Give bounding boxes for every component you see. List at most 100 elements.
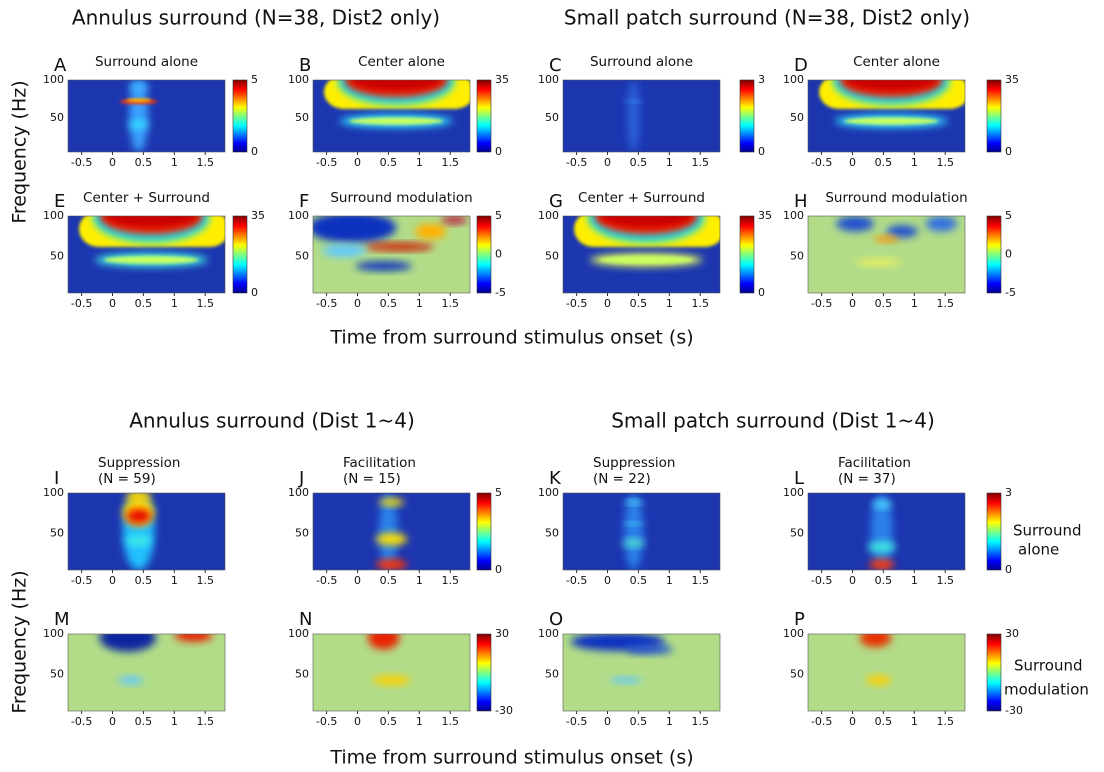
x-tick-label: 0.5	[135, 156, 153, 169]
colorbar-tick-label: 0	[1005, 248, 1012, 261]
panel-letter: O	[549, 609, 563, 630]
x-tick-label: 0	[604, 715, 611, 728]
x-tick-label: 0.5	[380, 297, 398, 310]
x-tick-label: 1.5	[441, 574, 459, 587]
x-tick-label: 0	[604, 156, 611, 169]
y-axis-label: Frequency (Hz)	[9, 570, 31, 713]
heatmap	[808, 493, 965, 570]
x-tick-label: 0	[354, 574, 361, 587]
y-tick-label: 100	[288, 627, 309, 640]
x-tick-label: 0	[109, 574, 116, 587]
x-tick-label: 1.5	[441, 297, 459, 310]
panel-letter: M	[54, 609, 70, 630]
x-tick-label: -0.5	[316, 715, 337, 728]
panel-letter: A	[54, 55, 67, 76]
colorbar-tick-label: 3	[758, 73, 765, 86]
x-tick-label: -0.5	[811, 715, 832, 728]
x-tick-label: -0.5	[71, 715, 92, 728]
heatmap-bg	[808, 634, 965, 711]
colorbar-tick-label: 0	[251, 145, 258, 158]
x-tick-label: 0.5	[380, 574, 398, 587]
panel-title: Surround alone	[95, 54, 198, 70]
heatmap-region	[129, 80, 149, 152]
x-tick-label: 0.5	[135, 297, 153, 310]
panel-letter: E	[54, 191, 65, 212]
heatmap-region	[129, 81, 149, 93]
y-tick-label: 100	[43, 486, 64, 499]
y-tick-label: 100	[783, 209, 804, 222]
y-tick-label: 50	[790, 527, 804, 540]
panel-title: Facilitation	[838, 455, 911, 471]
plot-frame	[562, 79, 721, 153]
plot-frame	[312, 633, 471, 712]
x-tick-label: 1	[171, 156, 178, 169]
x-tick-label: 0.5	[875, 297, 893, 310]
heatmap-region	[859, 634, 892, 648]
panel: K Suppression(N = 22) -0.5 0 0.5 1 1.5 100 50	[538, 455, 721, 587]
y-tick-label: 50	[295, 668, 309, 681]
y-tick-label: 100	[538, 73, 559, 86]
section-title: Small patch surround (Dist 1~4)	[611, 409, 935, 433]
heatmap-region	[441, 216, 467, 224]
heatmap-region	[873, 236, 900, 243]
x-tick-label: -0.5	[566, 715, 587, 728]
panel-letter: F	[299, 191, 309, 212]
x-tick-label: 1	[911, 715, 918, 728]
x-tick-label: 1.5	[691, 156, 709, 169]
plot-frame	[807, 492, 966, 571]
heatmap-region	[867, 541, 896, 553]
x-tick-label: 0	[604, 297, 611, 310]
colorbar-tick-label: 0	[1005, 563, 1012, 576]
panel-letter: P	[794, 609, 805, 630]
colorbar-tick-label: -30	[495, 704, 513, 717]
heatmap-region	[844, 80, 939, 92]
heatmap	[313, 493, 470, 570]
plot-frame	[312, 215, 471, 294]
x-tick-label: 1.5	[691, 297, 709, 310]
y-tick-label: 50	[790, 668, 804, 681]
x-tick-label: -0.5	[566, 297, 587, 310]
x-tick-label: 0.5	[630, 715, 648, 728]
heatmap	[563, 80, 720, 152]
heatmap-region	[355, 261, 412, 271]
panel-letter: G	[549, 191, 563, 212]
panel-title: (N = 15)	[343, 471, 401, 487]
x-tick-label: 1.5	[936, 574, 954, 587]
x-tick-label: -0.5	[566, 156, 587, 169]
x-tick-label: 1	[666, 297, 673, 310]
heatmap-region	[174, 634, 213, 642]
x-tick-label: 1.5	[196, 156, 214, 169]
x-tick-label: 1	[416, 574, 423, 587]
plot-frame	[312, 492, 471, 571]
colorbar	[739, 215, 755, 294]
colorbar-label: Surround	[1013, 522, 1081, 540]
y-tick-label: 50	[50, 250, 64, 263]
x-tick-label: -0.5	[71, 156, 92, 169]
heatmap-region	[367, 634, 400, 650]
heatmap-region	[372, 675, 411, 685]
panel-title: Surround modulation	[825, 190, 967, 206]
y-tick-label: 100	[288, 486, 309, 499]
heatmap-region	[118, 676, 144, 685]
y-tick-label: 100	[783, 627, 804, 640]
y-axis-label: Frequency (Hz)	[9, 80, 31, 223]
heatmap-bg	[563, 80, 720, 152]
x-tick-label: 0	[849, 715, 856, 728]
heatmap	[68, 634, 225, 711]
heatmap-region	[99, 634, 156, 652]
x-tick-label: 1.5	[936, 156, 954, 169]
plot-frame	[562, 492, 721, 571]
colorbar-tick-label: 0	[1005, 145, 1012, 158]
x-tick-label: -0.5	[566, 574, 587, 587]
y-tick-label: 100	[783, 73, 804, 86]
heatmap-region	[378, 498, 405, 507]
section-title: Annulus surround (N=38, Dist2 only)	[72, 6, 440, 30]
x-tick-label: 0	[849, 574, 856, 587]
colorbar	[476, 492, 492, 571]
y-tick-label: 100	[783, 486, 804, 499]
x-tick-label: 0.5	[875, 574, 893, 587]
colorbar-tick-label: 30	[1005, 627, 1019, 640]
panel-letter: N	[299, 609, 312, 630]
y-tick-label: 50	[545, 111, 559, 124]
